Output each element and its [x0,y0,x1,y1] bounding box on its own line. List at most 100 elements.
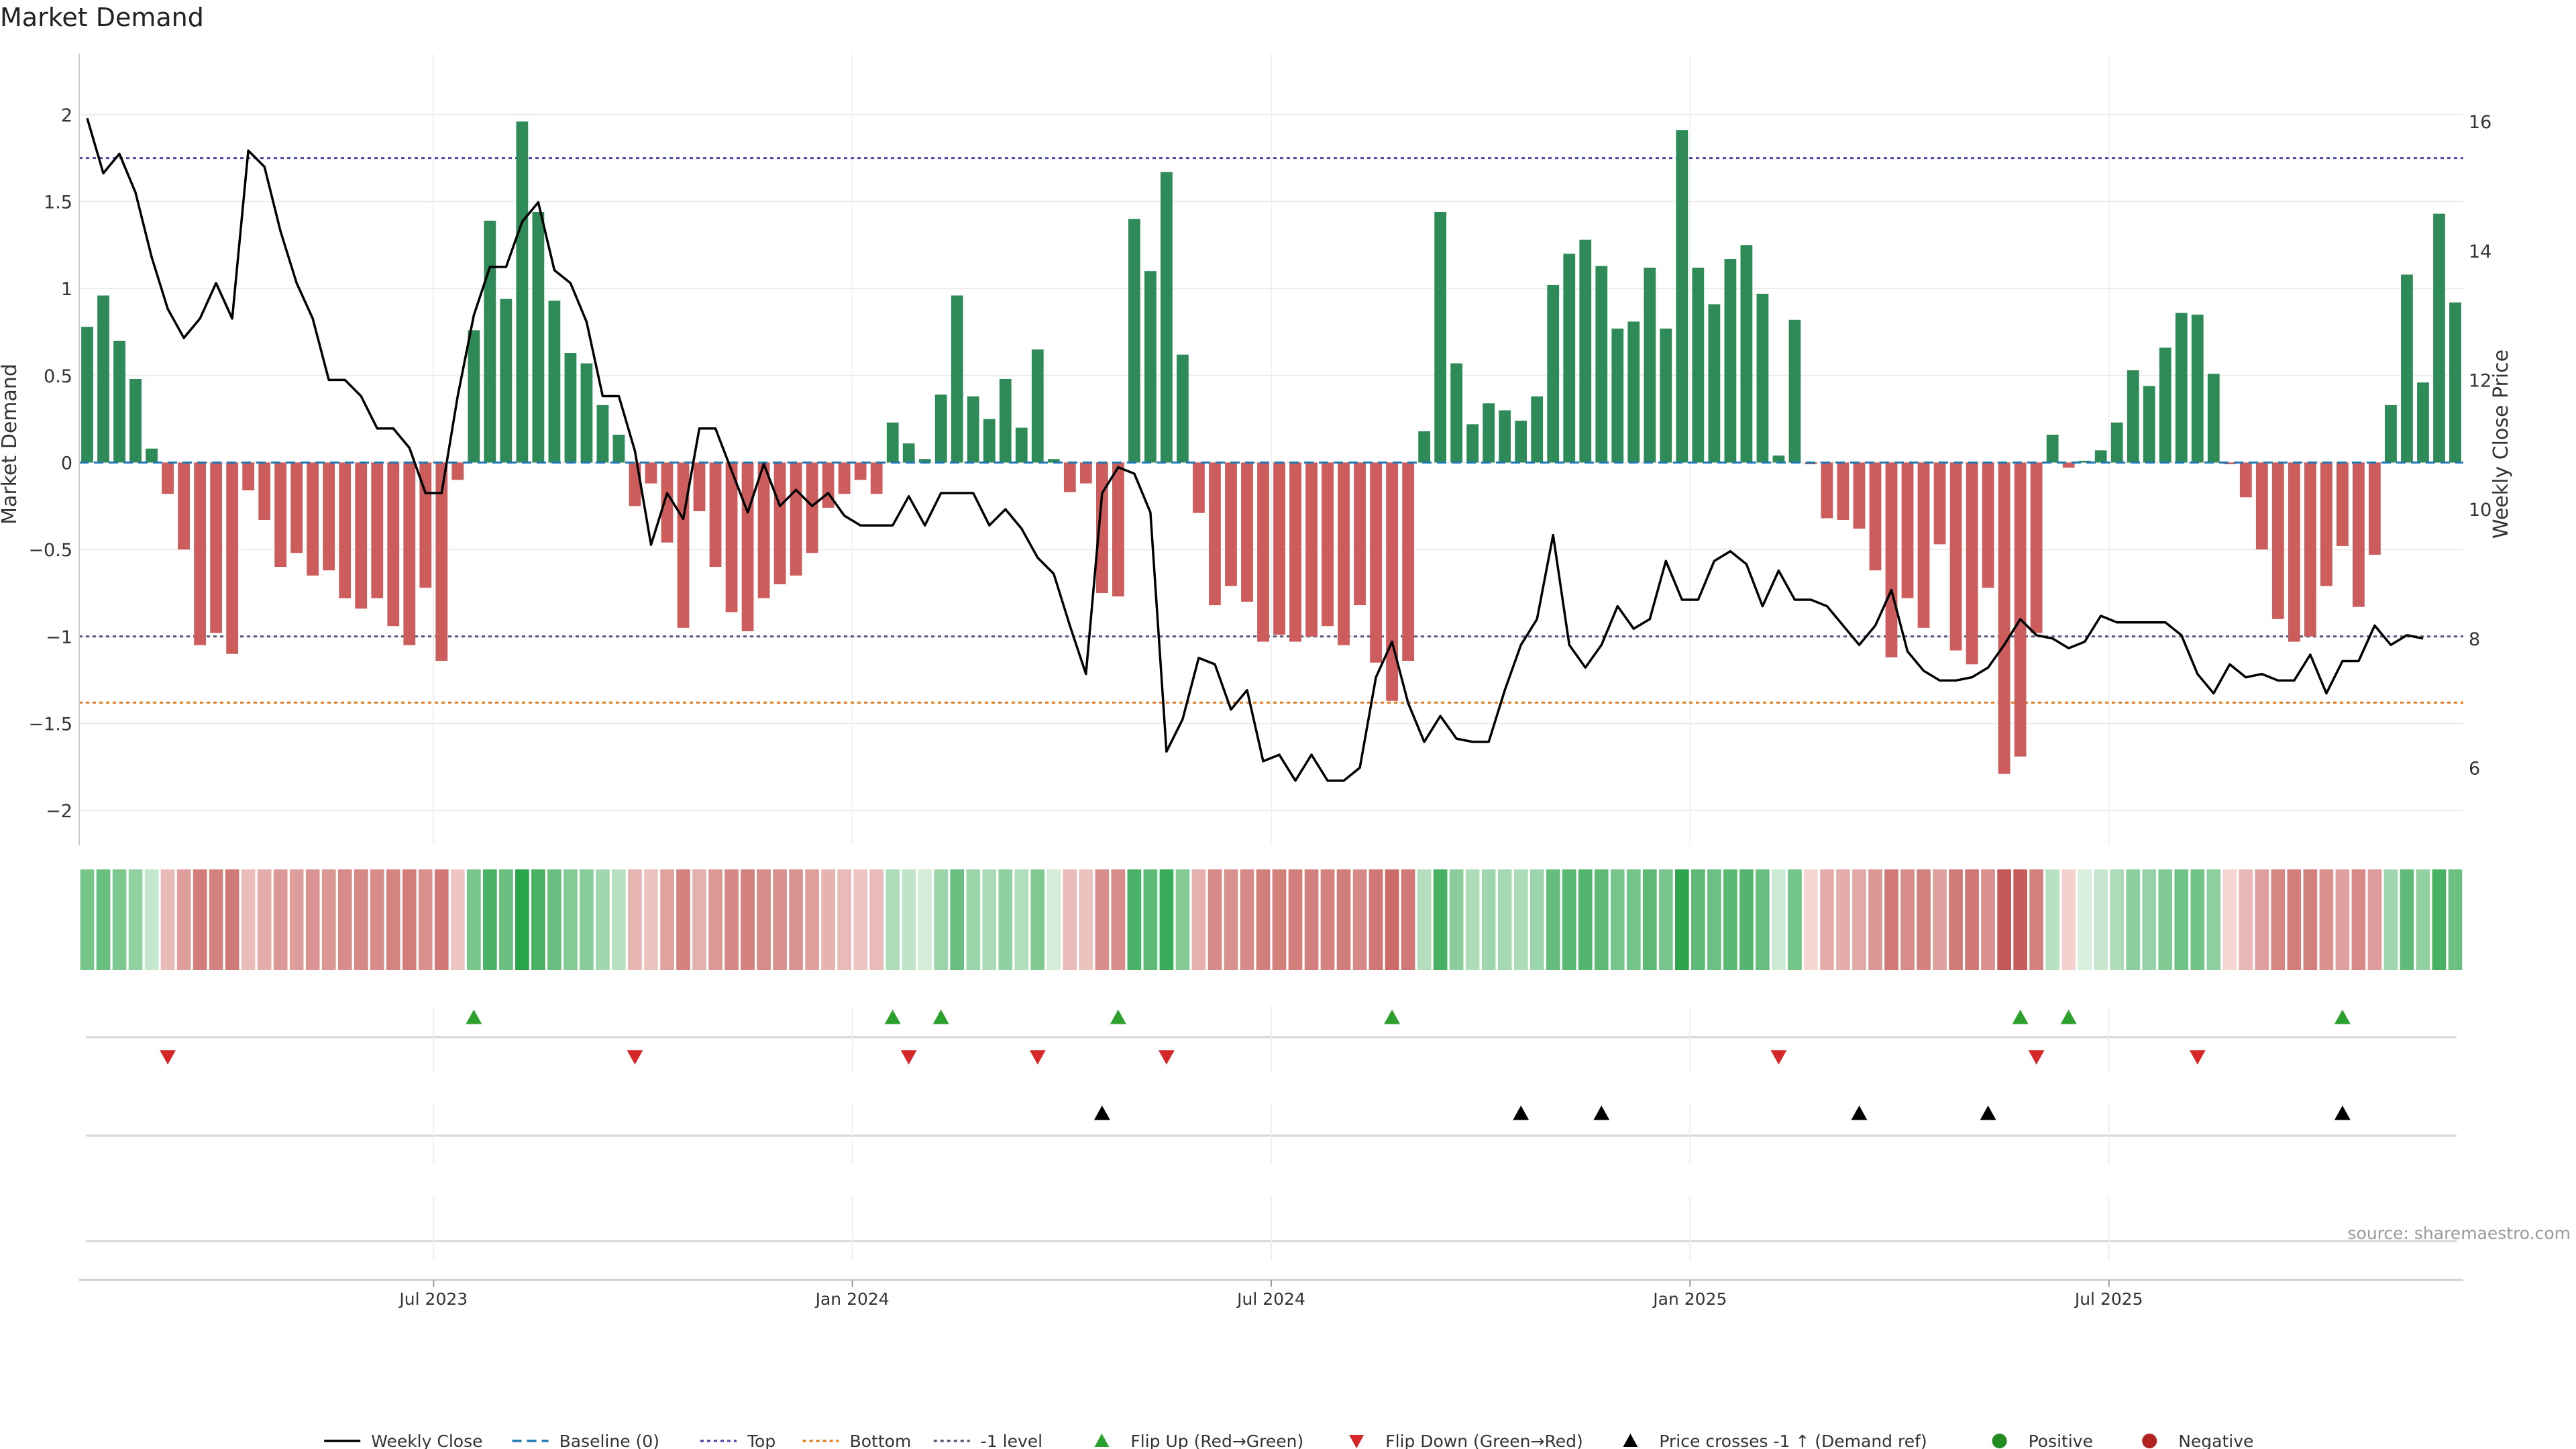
heat-cell [96,869,111,970]
heat-cell [1385,869,1399,970]
price-cross-marker [1093,1106,1110,1120]
heat-cell [1433,869,1448,970]
date-axis: Jul 2023 Jan 2024 Jul 2024 Jan 2025 Jul 2025 [79,1279,2463,1309]
heat-cell [2255,869,2269,970]
heat-cell [1981,869,1995,970]
grid-layer [79,54,2463,845]
demand-bar [532,212,545,463]
heat-cell [564,869,578,970]
demand-bar [580,363,593,463]
demand-bar [757,462,770,598]
demand-bar [2304,462,2316,637]
legend-swatch [1349,1435,1364,1448]
demand-bar [2401,274,2413,463]
heat-cell [1642,869,1657,970]
demand-bar [500,299,513,463]
heat-cell [741,869,755,970]
demand-bar [612,434,625,463]
heat-cell [724,869,739,970]
x-tick-label: Jan 2025 [1652,1289,1727,1309]
heat-cell [1965,869,1979,970]
demand-bar [2046,434,2059,463]
heat-cell [257,869,272,970]
demand-bar [146,448,158,463]
demand-bar [1483,403,1495,463]
demand-bar [1257,462,1269,642]
heat-cell [1546,869,1560,970]
heat-cell [1739,869,1754,970]
heat-cell [1208,869,1222,970]
demand-bar [1531,396,1544,463]
heat-cell [1481,869,1496,970]
heat-cell [2367,869,2382,970]
demand-bar [1402,462,1414,661]
demand-bar [773,462,786,584]
demand-bar [2159,347,2171,463]
heat-cell [934,869,949,970]
demand-bar [870,462,883,494]
heat-cell [1723,869,1737,970]
demand-bar [451,462,464,480]
legend-label: Flip Up (Red→Green) [1130,1432,1303,1449]
heat-cell [1127,869,1142,970]
demand-bar [1611,328,1624,463]
legend-label: -1 level [981,1432,1042,1449]
heat-cell [2142,869,2157,970]
demand-bar [2078,460,2091,463]
demand-bar [1063,462,1076,492]
demand-bar [242,462,255,490]
heat-cell [2271,869,2286,970]
demand-bar [1740,245,1753,463]
heat-cell [289,869,304,970]
heat-cell [660,869,674,970]
demand-bar [1660,328,1672,463]
demand-bar [1933,462,1946,545]
demand-bar [1354,462,1366,606]
heat-cell [853,869,867,970]
heat-cell [241,869,256,970]
demand-bar [1563,254,1576,463]
demand-bar [194,462,206,645]
legend-label: Negative [2178,1432,2253,1449]
demand-bar [1982,462,1994,588]
heat-cell [1513,869,1528,970]
demand-bar [323,462,335,571]
demand-bar [129,378,142,463]
demand-bar [967,396,979,463]
price-line-layer [86,117,2424,782]
demand-bar [1756,293,1769,463]
demand-bar [1644,267,1656,463]
heat-cell [1224,869,1238,970]
price-cross-marker [1593,1106,1610,1120]
demand-bar [2385,405,2397,463]
demand-bar [403,462,416,645]
heat-cell [2351,869,2366,970]
demand-bar [2288,462,2300,642]
heat-cell [644,869,658,970]
demand-bar [2449,302,2461,463]
flip-down-marker [1158,1050,1175,1065]
heat-cell [821,869,835,970]
demand-bar [2271,462,2284,619]
heat-cell [1626,869,1641,970]
demand-bar [1837,462,1849,521]
demand-bar [290,462,303,553]
heat-cell [2110,869,2125,970]
demand-bar [1450,363,1463,463]
y2-tick-label: 14 [2469,241,2491,262]
heat-cell [1159,869,1174,970]
heat-cell [467,869,481,970]
demand-bar [999,378,1012,463]
demand-bar [468,330,480,463]
heat-cell [434,869,449,970]
price-cross-marker [1980,1106,1996,1120]
price-cross-marker [1851,1106,1868,1120]
heat-cell [757,869,771,970]
heat-cell [402,869,417,970]
heat-cell [1691,869,1705,970]
flip-down-marker [1770,1050,1787,1065]
demand-bar [1466,424,1479,463]
y-axis-label: Market Demand [0,364,21,525]
heat-cell [1529,869,1544,970]
